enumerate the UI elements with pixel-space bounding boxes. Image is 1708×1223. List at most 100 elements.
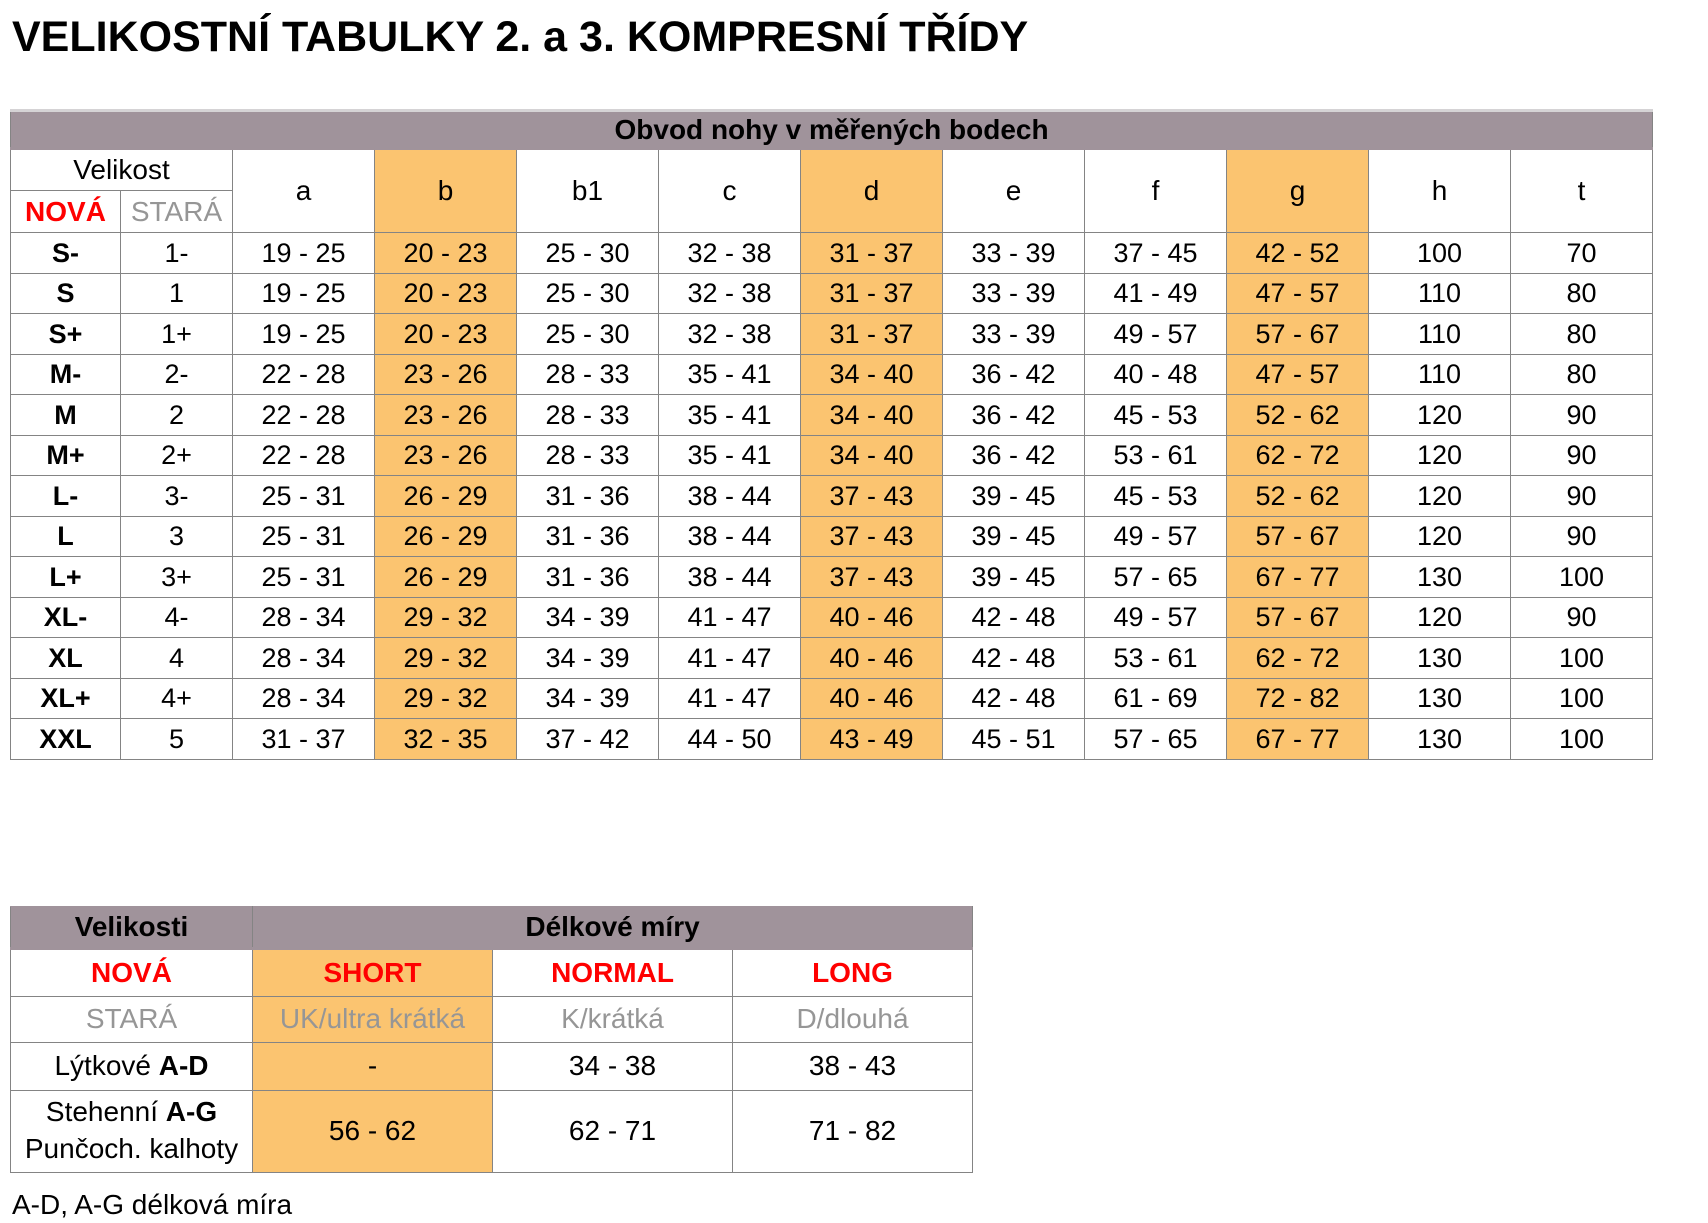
measure-cell-d: 31 - 37 bbox=[800, 272, 943, 315]
size-row-L+: L+ 3+ 25 - 31 26 - 29 31 - 36 38 - 44 37 - 43 3… bbox=[10, 556, 1654, 598]
measure-cell-b: 26 - 29 bbox=[374, 515, 517, 558]
measure-cell-t: 100 bbox=[1509, 718, 1654, 760]
measure-cell-c: 35 - 41 bbox=[658, 434, 801, 477]
measure-cell-g: 57 - 67 bbox=[1226, 515, 1369, 558]
measure-cell-e: 39 - 45 bbox=[942, 556, 1085, 598]
measure-cell-g: 57 - 67 bbox=[1226, 313, 1369, 355]
measure-cell-d: 37 - 43 bbox=[800, 556, 943, 598]
measure-cell-h: 110 bbox=[1368, 313, 1511, 355]
column-header-b: b bbox=[374, 148, 517, 234]
measure-cell-d: 40 - 46 bbox=[800, 596, 943, 639]
length-new-row: NOVÁ SHORT NORMAL LONG bbox=[10, 947, 974, 997]
length-new-label: NOVÁ bbox=[10, 947, 253, 997]
measure-cell-g: 72 - 82 bbox=[1226, 677, 1369, 720]
size-row-S: S 1 19 - 25 20 - 23 25 - 30 32 - 38 31 - 37 33 … bbox=[10, 272, 1654, 315]
measure-cell-f: 61 - 69 bbox=[1084, 677, 1227, 720]
measure-cell-c: 32 - 38 bbox=[658, 232, 801, 274]
measure-cell-e: 33 - 39 bbox=[942, 232, 1085, 274]
measure-cell-g: 52 - 62 bbox=[1226, 394, 1369, 436]
measure-cell-c: 38 - 44 bbox=[658, 475, 801, 517]
measure-cell-d: 34 - 40 bbox=[800, 353, 943, 396]
column-header-g: g bbox=[1226, 148, 1369, 234]
size-row-M-: M- 2- 22 - 28 23 - 26 28 - 33 35 - 41 34 - 40 3… bbox=[10, 353, 1654, 396]
measure-cell-h: 130 bbox=[1368, 677, 1511, 720]
new-size-cell: L- bbox=[10, 475, 121, 517]
measure-cell-d: 31 - 37 bbox=[800, 232, 943, 274]
length-old-long: D/dlouhá bbox=[731, 995, 974, 1043]
new-size-header: NOVÁ bbox=[10, 190, 121, 234]
size-column-group-header: Velikost bbox=[10, 148, 233, 192]
measure-cell-b1: 28 - 33 bbox=[516, 434, 659, 477]
measure-cell-b1: 37 - 42 bbox=[516, 718, 659, 760]
length-old-label: STARÁ bbox=[10, 995, 253, 1043]
measure-cell-c: 44 - 50 bbox=[658, 718, 801, 760]
measure-cell-h: 130 bbox=[1368, 637, 1511, 679]
measure-cell-t: 80 bbox=[1509, 313, 1654, 355]
measure-cell-b1: 34 - 39 bbox=[516, 637, 659, 679]
measure-cell-h: 120 bbox=[1368, 515, 1511, 558]
measure-cell-t: 90 bbox=[1509, 434, 1654, 477]
length-old-normal: K/krátká bbox=[492, 995, 733, 1043]
measure-cell-e: 33 - 39 bbox=[942, 272, 1085, 315]
length-option-short: SHORT bbox=[252, 947, 493, 997]
measure-cell-g: 62 - 72 bbox=[1226, 434, 1369, 477]
measure-cell-e: 42 - 48 bbox=[942, 677, 1085, 720]
measure-cell-d: 34 - 40 bbox=[800, 394, 943, 436]
old-size-cell: 1+ bbox=[120, 313, 233, 355]
measure-cell-a: 19 - 25 bbox=[232, 232, 375, 274]
measure-cell-g: 67 - 77 bbox=[1226, 718, 1369, 760]
old-size-header: STARÁ bbox=[120, 190, 233, 234]
column-header-a: a bbox=[232, 148, 375, 234]
size-row-XXL: XXL 5 31 - 37 32 - 35 37 - 42 44 - 50 43 - 49 4… bbox=[10, 718, 1654, 760]
measure-cell-b1: 34 - 39 bbox=[516, 596, 659, 639]
measure-cell-t: 100 bbox=[1509, 556, 1654, 598]
measure-cell-c: 38 - 44 bbox=[658, 556, 801, 598]
measure-cell-b: 20 - 23 bbox=[374, 232, 517, 274]
measure-cell-f: 57 - 65 bbox=[1084, 556, 1227, 598]
new-size-cell: XL- bbox=[10, 596, 121, 639]
column-header-h: h bbox=[1368, 148, 1511, 234]
new-size-cell: XXL bbox=[10, 718, 121, 760]
measure-cell-b: 20 - 23 bbox=[374, 313, 517, 355]
new-size-cell: S+ bbox=[10, 313, 121, 355]
measure-cell-d: 40 - 46 bbox=[800, 677, 943, 720]
measure-cell-f: 53 - 61 bbox=[1084, 637, 1227, 679]
size-table-band: Obvod nohy v měřených bodech bbox=[9, 110, 1654, 151]
measure-cell-g: 62 - 72 bbox=[1226, 637, 1369, 679]
length-row-thigh-label: Stehenní A-G Punčoch. kalhoty bbox=[10, 1089, 253, 1173]
footnote: A-D, A-G délková míra bbox=[12, 1188, 293, 1220]
length-header-measures: Délkové míry bbox=[251, 905, 974, 950]
measure-cell-t: 100 bbox=[1509, 677, 1654, 720]
size-row-XL: XL 4 28 - 34 29 - 32 34 - 39 41 - 47 40 - 46 42… bbox=[10, 637, 1654, 679]
size-row-S-: S- 1- 19 - 25 20 - 23 25 - 30 32 - 38 31 - 37 3… bbox=[10, 232, 1654, 274]
measure-cell-a: 28 - 34 bbox=[232, 677, 375, 720]
length-row-calf: Lýtkové A-D - 34 - 38 38 - 43 bbox=[10, 1041, 974, 1091]
measure-cell-e: 36 - 42 bbox=[942, 353, 1085, 396]
length-table: Velikosti Délkové míry NOVÁ SHORT NORMAL… bbox=[10, 905, 974, 1173]
size-row-M: M 2 22 - 28 23 - 26 28 - 33 35 - 41 34 - 40 36 … bbox=[10, 394, 1654, 436]
measure-cell-a: 31 - 37 bbox=[232, 718, 375, 760]
old-size-cell: 4+ bbox=[120, 677, 233, 720]
old-size-cell: 2- bbox=[120, 353, 233, 396]
measure-cell-e: 42 - 48 bbox=[942, 637, 1085, 679]
measure-cell-a: 28 - 34 bbox=[232, 596, 375, 639]
new-size-cell: M+ bbox=[10, 434, 121, 477]
column-letters-row: Velikost a b b1 c d e f g h t bbox=[10, 148, 1654, 234]
size-row-L-: L- 3- 25 - 31 26 - 29 31 - 36 38 - 44 37 - 43 3… bbox=[10, 475, 1654, 517]
measure-cell-f: 45 - 53 bbox=[1084, 394, 1227, 436]
measure-cell-c: 32 - 38 bbox=[658, 272, 801, 315]
measure-cell-d: 43 - 49 bbox=[800, 718, 943, 760]
measure-cell-d: 40 - 46 bbox=[800, 637, 943, 679]
length-calf-long: 38 - 43 bbox=[731, 1041, 974, 1091]
column-header-d: d bbox=[800, 148, 943, 234]
page-title: VELIKOSTNÍ TABULKY 2. a 3. KOMPRESNÍ TŘÍ… bbox=[12, 13, 1029, 61]
size-subheader-row: NOVÁ STARÁ bbox=[10, 190, 1653, 234]
measure-cell-c: 38 - 44 bbox=[658, 515, 801, 558]
column-header-b1: b1 bbox=[516, 148, 659, 234]
new-size-cell: XL bbox=[10, 637, 121, 679]
measure-cell-d: 34 - 40 bbox=[800, 434, 943, 477]
old-size-cell: 1 bbox=[120, 272, 233, 315]
measure-cell-a: 22 - 28 bbox=[232, 353, 375, 396]
measure-cell-b1: 31 - 36 bbox=[516, 515, 659, 558]
measure-cell-g: 42 - 52 bbox=[1226, 232, 1369, 274]
